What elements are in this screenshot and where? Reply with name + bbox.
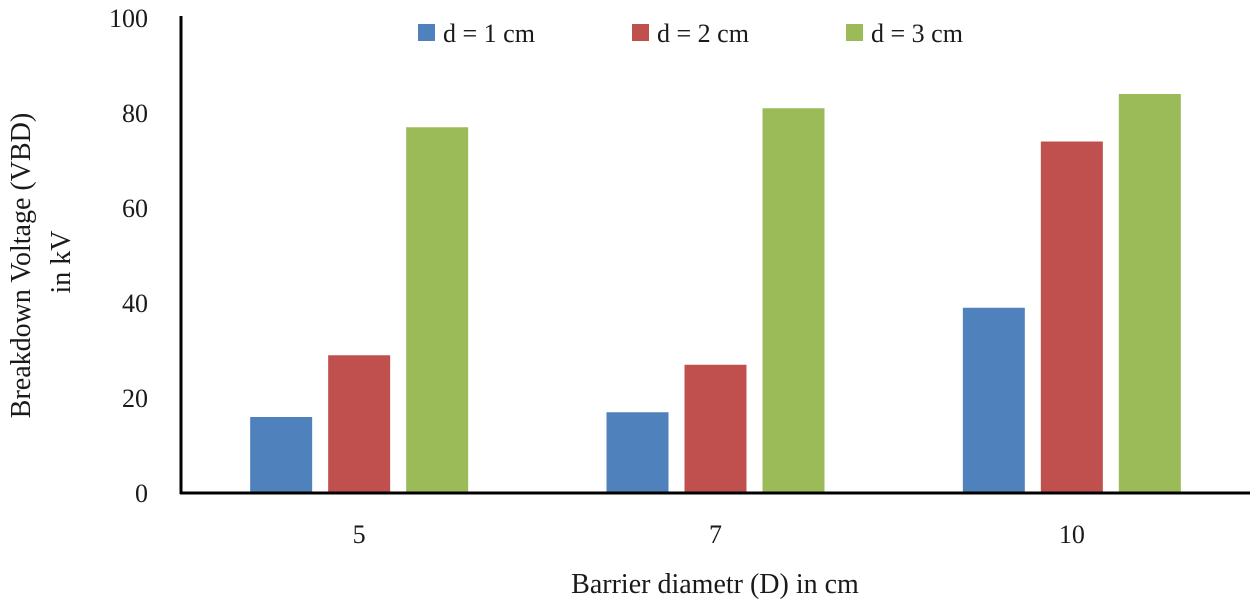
legend-swatch xyxy=(846,24,863,41)
y-axis-title-line-2: in kV xyxy=(46,231,77,294)
y-tick-label: 20 xyxy=(122,384,148,413)
bar xyxy=(762,108,825,493)
y-tick-label: 80 xyxy=(122,99,148,128)
bar xyxy=(1118,94,1181,493)
x-tick-label: 7 xyxy=(709,520,722,549)
legend: d = 1 cm d = 2 cm d = 3 cm xyxy=(418,19,963,48)
bar xyxy=(1040,141,1103,493)
bar xyxy=(962,307,1025,493)
bar xyxy=(684,364,747,493)
bar xyxy=(250,417,313,493)
y-tick-labels: 0 20 40 60 80 100 xyxy=(109,4,148,508)
y-axis-title: Breakdown Voltage (VBD) in kV xyxy=(6,106,77,418)
legend-label: d = 3 cm xyxy=(871,19,963,48)
x-tick-labels: 5 7 10 xyxy=(353,520,1085,549)
bars-layer xyxy=(250,94,1181,493)
x-tick-label: 10 xyxy=(1059,520,1085,549)
legend-swatch xyxy=(418,24,435,41)
legend-swatch xyxy=(632,24,649,41)
bar xyxy=(406,127,469,493)
legend-label: d = 1 cm xyxy=(443,19,535,48)
legend-label: d = 2 cm xyxy=(657,19,749,48)
x-tick-label: 5 xyxy=(353,520,366,549)
y-tick-label: 60 xyxy=(122,194,148,223)
y-axis-title-line-1: Breakdown Voltage (VBD) xyxy=(6,113,37,418)
y-tick-label: 100 xyxy=(109,4,148,33)
bar xyxy=(328,355,391,493)
y-tick-label: 0 xyxy=(135,479,148,508)
bar xyxy=(606,412,669,493)
y-tick-label: 40 xyxy=(122,289,148,318)
x-axis-title: Barrier diametr (D) in cm xyxy=(571,569,859,600)
